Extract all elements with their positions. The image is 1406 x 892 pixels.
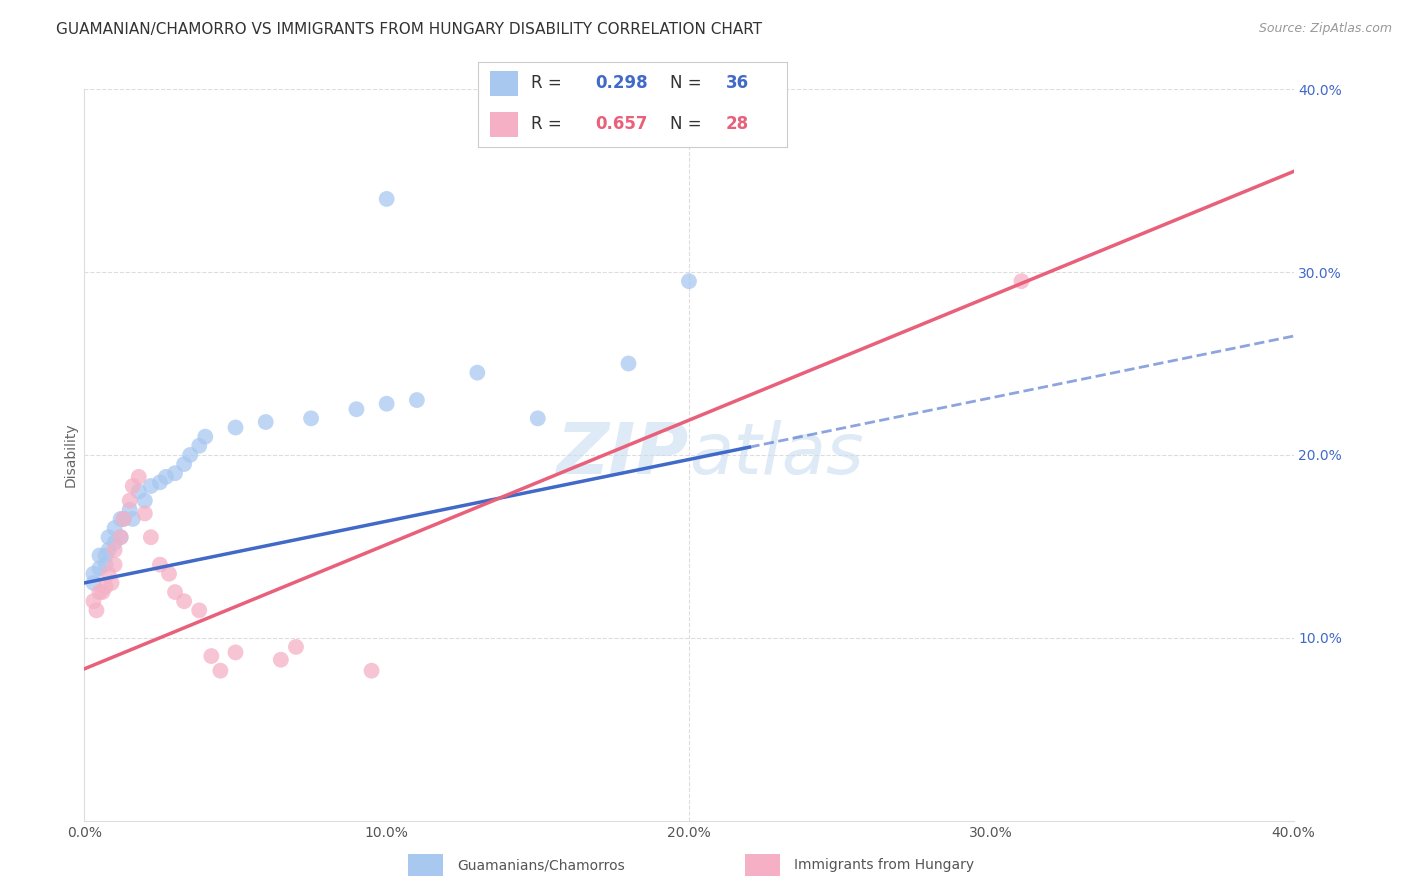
Point (82, 594, 104, 608)
Point (91, 585, 114, 599)
Point (165, 585, 187, 599)
FancyBboxPatch shape (745, 855, 780, 876)
Point (375, 397, 398, 411)
Point (155, 470, 177, 484)
FancyBboxPatch shape (408, 855, 443, 876)
Point (104, 543, 127, 558)
Text: GUAMANIAN/CHAMORRO VS IMMIGRANTS FROM HUNGARY DISABILITY CORRELATION CHART: GUAMANIAN/CHAMORRO VS IMMIGRANTS FROM HU… (56, 22, 762, 37)
Point (527, 411, 550, 425)
Text: N =: N = (669, 115, 707, 133)
Point (110, 512, 132, 526)
Point (97, 566, 120, 581)
Text: R =: R = (530, 115, 567, 133)
Point (299, 411, 322, 425)
Point (139, 479, 162, 493)
Point (89, 561, 111, 575)
Point (346, 402, 368, 417)
Point (94, 549, 117, 563)
Point (209, 664, 232, 678)
Point (110, 530, 132, 544)
Point (112, 512, 135, 526)
Point (134, 493, 156, 508)
Text: ZIP: ZIP (557, 420, 689, 490)
Point (678, 274, 700, 288)
Point (97, 530, 120, 544)
Point (254, 415, 277, 429)
FancyBboxPatch shape (491, 71, 519, 96)
Point (285, 640, 308, 654)
Point (82, 566, 104, 581)
Point (173, 594, 195, 608)
Point (225, 645, 247, 659)
Text: R =: R = (530, 74, 567, 92)
Point (118, 493, 141, 508)
Point (157, 566, 180, 581)
Point (225, 420, 247, 434)
Text: atlas: atlas (689, 420, 863, 490)
Point (110, 530, 132, 544)
Point (89, 549, 111, 563)
Point (100, 576, 122, 591)
Point (94, 558, 117, 572)
Point (118, 502, 141, 516)
Point (149, 558, 172, 572)
Point (617, 356, 640, 371)
Text: 28: 28 (725, 115, 748, 133)
Point (188, 439, 211, 453)
Point (104, 558, 127, 572)
Point (128, 484, 150, 499)
Point (94, 580, 117, 594)
Text: N =: N = (669, 74, 707, 92)
FancyBboxPatch shape (491, 112, 519, 137)
Point (360, 664, 382, 678)
Point (467, 366, 489, 380)
Point (194, 430, 217, 444)
Point (200, 649, 222, 664)
Text: Source: ZipAtlas.com: Source: ZipAtlas.com (1258, 22, 1392, 36)
Point (188, 603, 211, 617)
Point (165, 466, 187, 480)
Point (173, 457, 195, 471)
Text: 0.298: 0.298 (596, 74, 648, 92)
Point (104, 535, 127, 549)
Text: 36: 36 (725, 74, 748, 92)
Point (97, 543, 120, 558)
Point (89, 585, 111, 599)
Point (128, 470, 150, 484)
Point (179, 448, 201, 462)
Point (406, 392, 429, 407)
Point (1011, 274, 1033, 288)
Point (270, 653, 292, 667)
Point (82, 576, 104, 591)
Point (121, 512, 143, 526)
Text: 0.657: 0.657 (596, 115, 648, 133)
Point (112, 512, 135, 526)
Point (139, 530, 162, 544)
Point (86, 603, 108, 617)
Point (149, 475, 172, 490)
Point (375, 192, 398, 206)
Point (134, 507, 156, 521)
Text: Immigrants from Hungary: Immigrants from Hungary (794, 858, 974, 872)
Y-axis label: Disability: Disability (63, 423, 77, 487)
Text: Guamanians/Chamorros: Guamanians/Chamorros (457, 858, 624, 872)
Point (104, 521, 127, 535)
Point (121, 479, 143, 493)
